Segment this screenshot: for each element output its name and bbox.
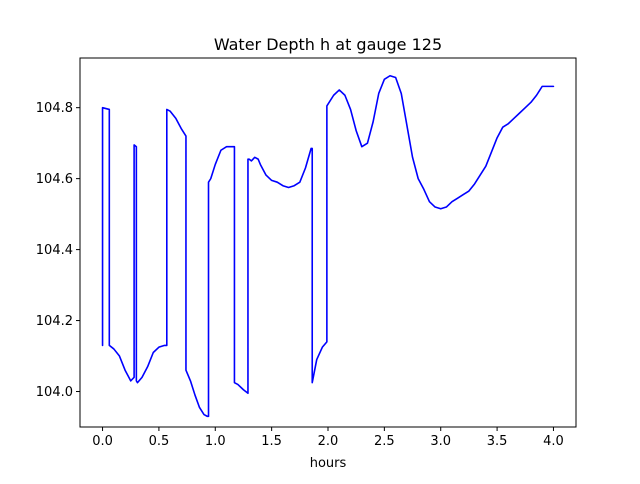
x-tick-label: 1.5 [261,434,282,449]
series-layer [101,74,555,418]
y-tick-label: 104.2 [36,314,73,329]
x-tick-label: 3.0 [430,434,451,449]
x-tick-label: 2.5 [374,434,395,449]
x-tick-label: 1.0 [205,434,226,449]
axes-layer: 0.0 0.5 1.0 1.5 2.0 2.5 3.0 3.5 4.0 104.0 104.2 104… [36,57,577,449]
y-tick-label: 104.8 [36,101,73,116]
series-line [101,74,555,418]
axes-frame [79,57,577,428]
y-tick-label: 104.4 [36,243,73,258]
x-tick-label: 3.5 [487,434,508,449]
x-tick-label: 4.0 [543,434,564,449]
x-tick-label: 0.5 [149,434,170,449]
y-tick-label: 104.6 [36,172,73,187]
x-tick-label: 0.0 [92,434,113,449]
chart-title: Water Depth h at gauge 125 [214,35,442,54]
y-tick-label: 104.0 [36,385,73,400]
x-axis-label: hours [310,456,347,471]
x-tick-label: 2.0 [318,434,339,449]
